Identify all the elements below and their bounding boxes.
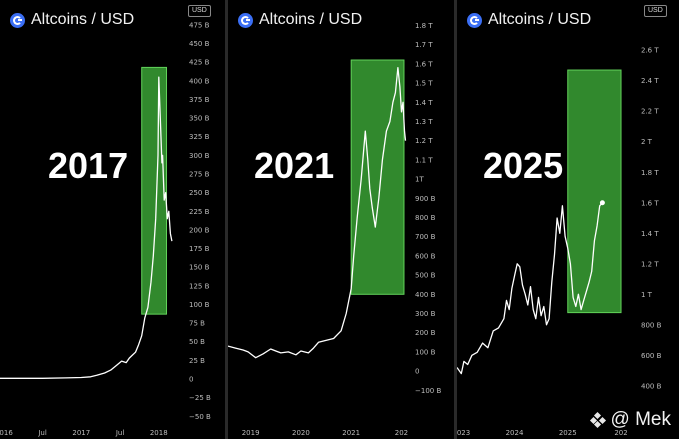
chart-panel-2017: Altcoins / USD USD 2017 475 B 450 B 425 B 40… bbox=[0, 0, 225, 439]
y-tick-label: 1.4 T bbox=[641, 230, 659, 238]
chart-panel-2025: Altcoins / USD USD 2025 2.6 T 2.4 T 2.2 T 2 … bbox=[457, 0, 679, 439]
y-tick-label: 425 B bbox=[189, 59, 210, 67]
y-tick-label: 125 B bbox=[189, 282, 210, 290]
year-annotation: 2021 bbox=[254, 145, 334, 186]
y-tick-label: 1 T bbox=[641, 291, 653, 299]
y-tick-label: 400 B bbox=[641, 382, 662, 390]
y-tick-label: 700 B bbox=[415, 233, 436, 241]
y-tick-label: −50 B bbox=[189, 413, 211, 421]
x-tick-label: Jul bbox=[115, 429, 125, 437]
chart-svg: 2025 2.6 T 2.4 T 2.2 T 2 T 1.8 T 1.6 T 1.4 T 1.2… bbox=[457, 47, 662, 437]
y-tick-label: 200 B bbox=[189, 226, 210, 234]
y-tick-label: 1T bbox=[415, 176, 424, 184]
currency-badge: USD bbox=[644, 5, 667, 17]
y-tick-label: 1.2 T bbox=[415, 137, 433, 145]
altcoin-logo-icon bbox=[238, 12, 253, 28]
y-tick-label: 100 B bbox=[189, 301, 210, 309]
y-tick-label: 2.4 T bbox=[641, 77, 659, 85]
y-tick-label: 900 B bbox=[415, 195, 436, 203]
binance-logo-icon bbox=[589, 411, 606, 429]
chart-header: Altcoins / USD bbox=[238, 11, 362, 29]
chart-title: Altcoins / USD bbox=[488, 11, 592, 28]
y-tick-label: 1.7 T bbox=[415, 41, 433, 49]
highlight-box bbox=[350, 59, 405, 295]
series-line bbox=[0, 76, 173, 379]
y-tick-label: 400 B bbox=[189, 77, 210, 85]
chart-svg: 2021 1.8 T 1.7 T 1.6 T 1.5 T 1.4 T 1.3 T 1.2 T 1… bbox=[228, 22, 441, 437]
y-tick-label: 350 B bbox=[189, 115, 210, 123]
y-tick-label: 600 B bbox=[641, 352, 662, 360]
y-tick-label: 100 B bbox=[415, 348, 436, 356]
last-point-marker bbox=[599, 200, 605, 206]
y-tick-label: 600 B bbox=[415, 252, 436, 260]
x-tick-label: 202 bbox=[614, 429, 627, 437]
y-tick-label: 375 B bbox=[189, 96, 210, 104]
altcoin-logo-icon bbox=[467, 12, 482, 28]
y-tick-label: 1.6 T bbox=[641, 199, 659, 207]
currency-badge: USD bbox=[188, 5, 211, 17]
series-line bbox=[228, 67, 407, 359]
panel-divider bbox=[454, 0, 457, 439]
y-tick-label: 1.8 T bbox=[415, 22, 433, 30]
y-tick-label: 2.6 T bbox=[641, 47, 659, 55]
y-tick-label: 0 bbox=[415, 368, 419, 376]
y-tick-label: 1.5 T bbox=[415, 80, 433, 88]
y-tick-label: 50 B bbox=[189, 338, 205, 346]
y-tick-label: 400 B bbox=[415, 291, 436, 299]
y-tick-label: 325 B bbox=[189, 133, 210, 141]
x-tick-label: 2018 bbox=[150, 429, 168, 437]
chart-panel-2021: Altcoins / USD 2021 1.8 T 1.7 T 1.6 T 1.5 T 1… bbox=[228, 0, 454, 439]
x-tick-label: 2021 bbox=[342, 429, 360, 437]
y-tick-label: 1.6 T bbox=[415, 60, 433, 68]
y-tick-label: 800 B bbox=[641, 321, 662, 329]
chart-title: Altcoins / USD bbox=[259, 11, 363, 28]
x-tick-label: 2025 bbox=[559, 429, 577, 437]
y-tick-label: 1.2 T bbox=[641, 260, 659, 268]
chart-svg: 2017 475 B 450 B 425 B 400 B 375 B 350 B 325 B 3… bbox=[0, 21, 211, 437]
y-tick-label: 475 B bbox=[189, 21, 210, 29]
y-tick-label: 500 B bbox=[415, 272, 436, 280]
x-tick-label: 2017 bbox=[72, 429, 90, 437]
y-tick-label: 0 bbox=[189, 376, 193, 384]
highlight-box bbox=[141, 66, 168, 315]
x-tick-label: 2020 bbox=[292, 429, 310, 437]
x-tick-label: 202 bbox=[395, 429, 408, 437]
y-tick-label: 225 B bbox=[189, 208, 210, 216]
panel-divider bbox=[225, 0, 228, 439]
watermark: @ Mek bbox=[589, 409, 671, 431]
watermark-text: @ Mek bbox=[610, 409, 671, 430]
x-tick-label: 2024 bbox=[506, 429, 524, 437]
y-tick-label: 250 B bbox=[189, 189, 210, 197]
chart-header: Altcoins / USD bbox=[10, 11, 134, 29]
y-tick-label: 75 B bbox=[189, 320, 205, 328]
y-tick-label: 300 B bbox=[189, 152, 210, 160]
y-tick-label: 275 B bbox=[189, 171, 210, 179]
highlight-box bbox=[567, 69, 622, 314]
y-tick-label: −100 B bbox=[415, 387, 441, 395]
year-annotation: 2017 bbox=[48, 145, 128, 186]
y-tick-label: 200 B bbox=[415, 329, 436, 337]
altcoin-logo-icon bbox=[10, 12, 25, 28]
series-line bbox=[457, 202, 603, 375]
y-tick-label: 2 T bbox=[641, 138, 653, 146]
y-tick-label: 25 B bbox=[189, 357, 205, 365]
x-tick-label: 2019 bbox=[242, 429, 260, 437]
y-tick-label: 1.1 T bbox=[415, 156, 433, 164]
x-tick-label: 2016 bbox=[0, 429, 13, 437]
x-tick-label: 2023 bbox=[457, 429, 470, 437]
chart-title: Altcoins / USD bbox=[31, 11, 135, 28]
y-tick-label: 450 B bbox=[189, 40, 210, 48]
y-tick-label: 800 B bbox=[415, 214, 436, 222]
y-tick-label: −25 B bbox=[189, 394, 211, 402]
y-tick-label: 2.2 T bbox=[641, 108, 659, 116]
y-tick-label: 1.3 T bbox=[415, 118, 433, 126]
y-tick-label: 175 B bbox=[189, 245, 210, 253]
x-tick-label: Jul bbox=[37, 429, 47, 437]
chart-header: Altcoins / USD bbox=[467, 11, 591, 29]
y-tick-label: 1.8 T bbox=[641, 169, 659, 177]
y-tick-label: 1.4 T bbox=[415, 99, 433, 107]
y-tick-label: 300 B bbox=[415, 310, 436, 318]
y-tick-label: 150 B bbox=[189, 264, 210, 272]
year-annotation: 2025 bbox=[483, 145, 563, 186]
